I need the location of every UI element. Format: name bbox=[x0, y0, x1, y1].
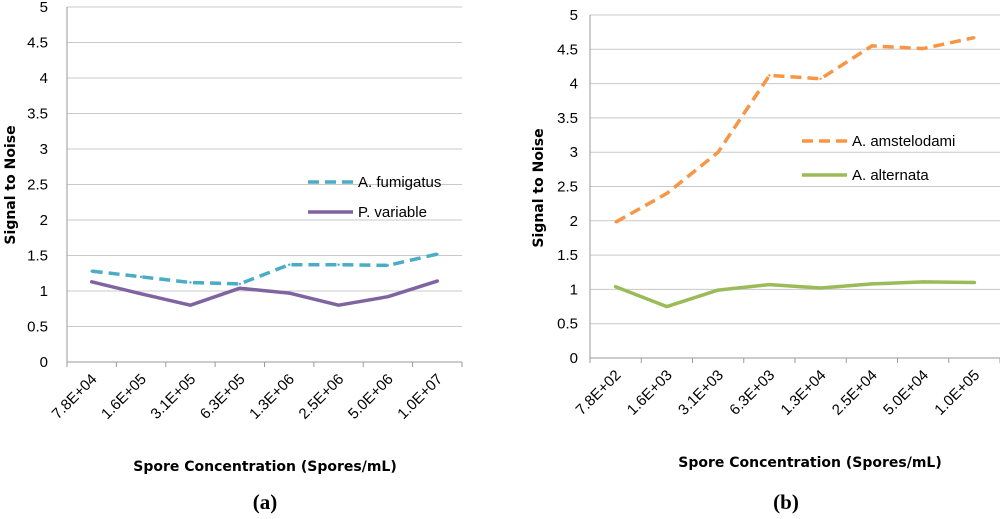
x-tick-label: 2.5E+06 bbox=[296, 371, 348, 423]
x-axis-title: Spore Concentration (Spores/mL) bbox=[678, 455, 941, 471]
x-tick-label: 1.6E+05 bbox=[98, 371, 150, 423]
data-point bbox=[921, 47, 925, 50]
y-tick-label: 2 bbox=[40, 212, 48, 229]
y-tick-label: 1.5 bbox=[27, 248, 48, 265]
chart-panel-b: 0 0.5 1 1.5 2 2.5 3 3.5 4 4.5 5 7.8E+02 1.6E+03 3.1E+… bbox=[531, 7, 1000, 514]
data-point bbox=[238, 286, 242, 290]
x-tick-label: 7.8E+02 bbox=[573, 367, 625, 419]
data-point bbox=[870, 282, 874, 286]
y-tick-label: 0 bbox=[40, 354, 48, 371]
y-tick-label: 0 bbox=[570, 350, 578, 367]
y-tick-label: 3.5 bbox=[557, 110, 578, 127]
data-point bbox=[614, 285, 617, 288]
y-tick-label: 3 bbox=[570, 144, 578, 161]
y-tick-label: 3.5 bbox=[27, 106, 48, 123]
data-point bbox=[386, 295, 390, 298]
data-point bbox=[337, 304, 340, 307]
x-tick-label: 2.5E+04 bbox=[829, 367, 881, 419]
data-point bbox=[768, 283, 771, 286]
x-tick-label: 6.3E+05 bbox=[197, 371, 249, 423]
chart-panel-a: 0 0.5 1 1.5 2 2.5 3 3.5 4 4.5 5 7.8E+041.6E+053.1E+… bbox=[3, 0, 463, 514]
data-point bbox=[287, 263, 291, 266]
data-point bbox=[90, 269, 93, 273]
y-tick-label: 5 bbox=[570, 7, 578, 24]
data-point bbox=[819, 77, 822, 80]
y-tick-label: 4.5 bbox=[27, 35, 48, 52]
x-tick-label: 3.1E+05 bbox=[147, 371, 199, 423]
data-point bbox=[90, 280, 93, 283]
x-tick-label: 7.8E+04 bbox=[49, 371, 101, 423]
data-point bbox=[768, 74, 771, 77]
x-tick-label: 3.1E+03 bbox=[675, 367, 727, 419]
data-point bbox=[189, 304, 192, 307]
data-point bbox=[139, 275, 143, 278]
y-tick-label: 0.5 bbox=[557, 316, 578, 333]
data-point bbox=[386, 264, 390, 267]
x-tick-label: 6.3E+03 bbox=[726, 367, 778, 419]
panel-label: (a) bbox=[253, 490, 278, 514]
y-tick-label: 3 bbox=[40, 141, 48, 158]
data-point bbox=[819, 286, 822, 290]
data-point bbox=[665, 305, 669, 308]
y-tick-label: 4 bbox=[40, 70, 48, 87]
legend-label: A. amstelodami bbox=[852, 133, 955, 150]
data-point bbox=[973, 281, 976, 284]
x-tick-label: 1.6E+03 bbox=[624, 367, 676, 419]
y-axis-title: Signal to Noise bbox=[3, 125, 19, 244]
data-point bbox=[716, 151, 720, 154]
panel-label: (b) bbox=[773, 490, 799, 514]
y-tick-label: 4 bbox=[570, 76, 578, 93]
y-tick-label: 2 bbox=[570, 213, 578, 230]
y-tick-label: 4.5 bbox=[557, 41, 578, 58]
data-point bbox=[287, 291, 291, 295]
y-tick-label: 1 bbox=[40, 283, 48, 300]
x-tick-label: 1.3E+04 bbox=[778, 367, 830, 419]
x-tick-label: 5.0E+04 bbox=[880, 367, 932, 419]
series-line bbox=[614, 35, 975, 224]
series-line bbox=[89, 279, 440, 307]
x-tick-label: 1.3E+06 bbox=[246, 371, 298, 423]
data-point bbox=[716, 288, 720, 292]
x-axis-title: Spore Concentration (Spores/mL) bbox=[133, 459, 396, 475]
data-point bbox=[189, 281, 192, 284]
y-tick-label: 1 bbox=[570, 281, 578, 298]
y-tick-label: 0.5 bbox=[27, 319, 48, 336]
data-point bbox=[238, 282, 242, 286]
y-axis-title: Signal to Noise bbox=[531, 128, 547, 247]
x-tick-label: 1.0E+05 bbox=[931, 367, 983, 419]
x-tick-label: 5.0E+06 bbox=[345, 371, 397, 423]
data-point bbox=[139, 292, 143, 296]
data-point bbox=[436, 252, 439, 256]
series-line bbox=[91, 252, 438, 286]
y-tick-label: 2.5 bbox=[27, 177, 48, 194]
x-tick-label: 1.0E+07 bbox=[394, 371, 446, 423]
y-tick-label: 2.5 bbox=[557, 179, 578, 196]
data-point bbox=[614, 220, 617, 224]
legend-label: A. alternata bbox=[852, 167, 929, 184]
data-point bbox=[921, 280, 925, 284]
series-line bbox=[613, 280, 977, 309]
data-point bbox=[973, 36, 976, 39]
y-tick-label: 1.5 bbox=[557, 247, 578, 264]
legend-label: A. fumigatus bbox=[358, 174, 441, 191]
data-point bbox=[665, 192, 669, 195]
data-point bbox=[337, 263, 340, 266]
legend-label: P. variable bbox=[358, 204, 427, 221]
y-tick-label: 5 bbox=[40, 0, 48, 16]
data-point bbox=[436, 279, 439, 283]
data-point bbox=[870, 44, 874, 48]
